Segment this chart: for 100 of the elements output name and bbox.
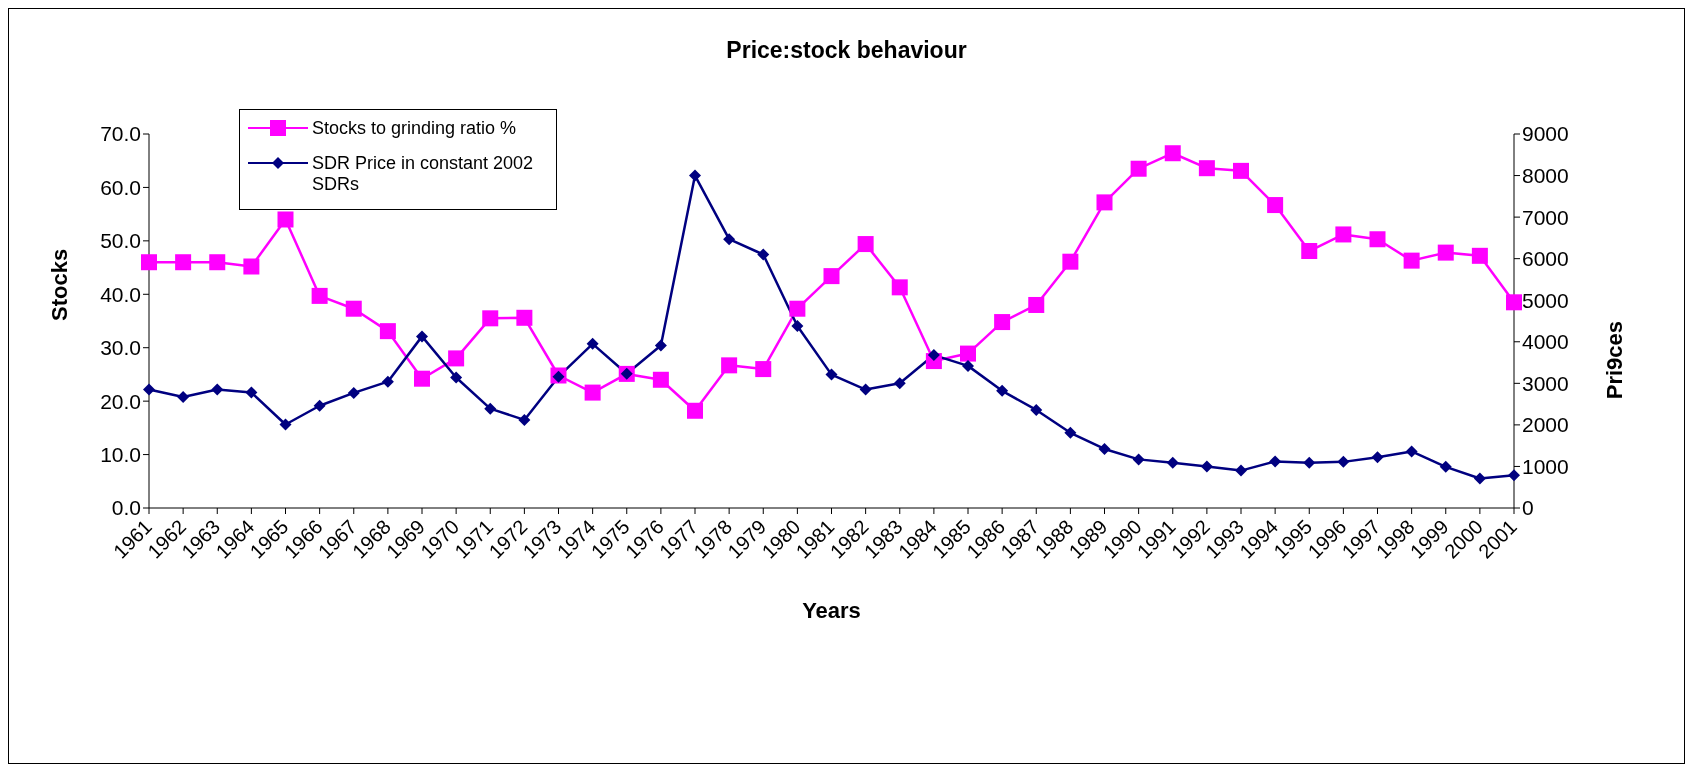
point <box>1371 451 1384 464</box>
point <box>1132 453 1145 466</box>
y-tick-label: 60.0 <box>100 175 141 199</box>
y2-tick-label: 0 <box>1522 496 1534 520</box>
y2-tick-label: 2000 <box>1522 413 1569 437</box>
point <box>482 310 499 327</box>
point <box>416 330 428 343</box>
point <box>313 399 326 412</box>
point <box>859 383 872 396</box>
point <box>823 268 840 285</box>
point <box>1303 456 1316 469</box>
y2-tick-label: 9000 <box>1522 122 1569 146</box>
y-tick-label: 50.0 <box>100 229 141 253</box>
chart-title: Price:stock behaviour <box>725 37 968 64</box>
point <box>857 236 874 253</box>
point <box>311 287 328 304</box>
y-tick-label: 70.0 <box>100 122 141 146</box>
point <box>996 384 1009 397</box>
point <box>1437 244 1454 261</box>
point <box>1130 160 1147 177</box>
y2-tick-label: 1000 <box>1522 454 1569 478</box>
point <box>1096 194 1113 211</box>
point <box>927 349 940 362</box>
point <box>1471 247 1488 264</box>
point <box>1267 197 1284 214</box>
point <box>1233 162 1249 179</box>
point <box>243 258 260 275</box>
point <box>1439 460 1452 473</box>
point <box>687 402 703 419</box>
point <box>723 233 736 246</box>
point <box>141 254 157 271</box>
legend-label: SDR Price in constant 2002 SDRs <box>312 153 535 195</box>
point <box>1506 294 1522 311</box>
point <box>1405 445 1418 458</box>
point <box>1301 243 1318 260</box>
point <box>1369 231 1386 248</box>
y2-tick-label: 8000 <box>1522 164 1569 188</box>
point <box>379 323 396 340</box>
y-tick-label: 0.0 <box>111 496 141 520</box>
point <box>279 418 292 431</box>
point <box>516 309 533 326</box>
point <box>484 402 497 415</box>
y-axis-title: Stocks <box>46 248 72 321</box>
point <box>345 300 362 317</box>
point <box>1062 253 1079 270</box>
point <box>1200 460 1213 473</box>
point <box>1064 426 1077 439</box>
point <box>1235 464 1247 477</box>
point <box>789 300 806 317</box>
y-tick-label: 10.0 <box>100 443 141 467</box>
point <box>757 248 770 261</box>
point <box>1508 469 1520 482</box>
point <box>448 350 465 367</box>
point <box>1198 160 1215 177</box>
point <box>825 368 838 381</box>
point <box>891 279 908 296</box>
y2-tick-label: 3000 <box>1522 371 1569 395</box>
legend-label: Stocks to grinding ratio % <box>312 118 517 139</box>
point <box>1028 296 1045 313</box>
point <box>791 319 804 332</box>
point <box>721 357 738 374</box>
y-tick-label: 30.0 <box>100 336 141 360</box>
point <box>652 371 669 388</box>
point <box>654 339 667 352</box>
point <box>277 211 294 228</box>
point <box>1335 226 1352 243</box>
point <box>1030 403 1043 416</box>
point <box>994 314 1011 331</box>
point <box>450 371 463 384</box>
point <box>1166 456 1179 469</box>
x-axis-title: Years <box>802 598 861 623</box>
point <box>1473 472 1486 485</box>
point <box>584 384 601 401</box>
point <box>347 386 360 399</box>
point <box>414 370 430 387</box>
point <box>1337 455 1350 468</box>
point <box>211 383 224 396</box>
point <box>518 413 531 426</box>
point <box>755 361 772 378</box>
point <box>960 345 976 362</box>
y2-tick-label: 7000 <box>1522 205 1569 229</box>
y2-tick-label: 4000 <box>1522 330 1569 354</box>
point <box>586 337 599 350</box>
point <box>962 359 974 372</box>
y-tick-label: 20.0 <box>100 389 141 413</box>
y2-tick-label: 6000 <box>1522 247 1569 271</box>
y-tick-label: 40.0 <box>100 282 141 306</box>
point <box>1098 442 1111 455</box>
point <box>1269 455 1282 468</box>
point <box>689 169 701 182</box>
point <box>381 375 394 388</box>
point <box>1403 252 1420 269</box>
point <box>143 383 155 396</box>
y2-tick-label: 5000 <box>1522 288 1569 312</box>
point <box>893 377 906 390</box>
point <box>175 254 192 271</box>
y2-axis-title: Pri9ces <box>1601 321 1627 400</box>
point <box>245 386 258 399</box>
point <box>177 391 190 404</box>
point <box>1164 145 1181 162</box>
